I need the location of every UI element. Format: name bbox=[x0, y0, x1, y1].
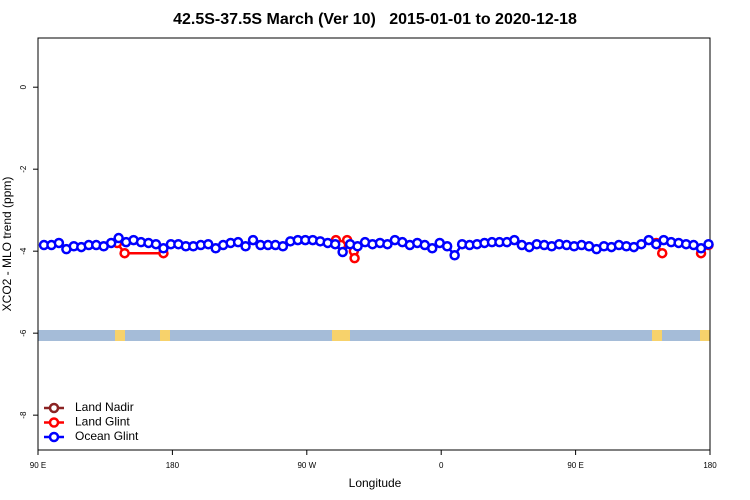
data-point bbox=[441, 241, 453, 252]
legend-label: Land Nadir bbox=[75, 400, 134, 414]
data-point bbox=[240, 241, 251, 252]
y-tick-label: -6 bbox=[19, 329, 28, 337]
y-axis-label: XCO2 - MLO trend (ppm) bbox=[0, 177, 14, 312]
data-point bbox=[643, 234, 655, 246]
land-mask bbox=[38, 330, 710, 341]
data-point bbox=[329, 238, 341, 250]
legend-label: Land Glint bbox=[75, 415, 130, 429]
data-point bbox=[449, 250, 460, 261]
data-point bbox=[636, 238, 647, 250]
data-point bbox=[232, 236, 244, 248]
data-point bbox=[695, 243, 707, 254]
x-tick-label: 0 bbox=[439, 461, 444, 470]
land-patch bbox=[652, 330, 662, 341]
data-point bbox=[352, 241, 363, 252]
data-point bbox=[202, 238, 214, 250]
data-point bbox=[277, 241, 289, 252]
x-tick-label: 180 bbox=[166, 461, 180, 470]
land-patch bbox=[700, 330, 710, 341]
legend-marker bbox=[48, 402, 60, 414]
land-patch bbox=[332, 330, 350, 341]
y-tick-label: -8 bbox=[19, 411, 28, 419]
data-point bbox=[150, 238, 162, 250]
data-point bbox=[426, 243, 438, 254]
data-point bbox=[337, 246, 348, 258]
x-tick-label: 180 bbox=[703, 461, 717, 470]
x-axis-label: Longitude bbox=[349, 476, 402, 490]
data-point bbox=[105, 237, 117, 249]
data-point bbox=[382, 238, 393, 250]
data-point bbox=[703, 238, 714, 250]
legend-marker bbox=[48, 417, 60, 428]
data-point bbox=[509, 234, 520, 246]
land-patch bbox=[115, 330, 125, 341]
x-tick-label: 90 E bbox=[567, 461, 583, 470]
legend-label: Ocean Glint bbox=[75, 429, 139, 443]
data-point bbox=[113, 232, 124, 244]
data-point bbox=[349, 252, 360, 264]
y-tick-label: -2 bbox=[19, 165, 28, 173]
chart-title: 42.5S-37.5S March (Ver 10) 2015-01-01 to… bbox=[173, 11, 577, 28]
y-tick-label: 0 bbox=[19, 84, 28, 89]
data-point bbox=[158, 243, 169, 254]
data-point bbox=[650, 238, 662, 250]
y-tick-label: -4 bbox=[19, 247, 28, 255]
data-point bbox=[119, 247, 130, 259]
legend-marker bbox=[48, 431, 60, 443]
land-patch bbox=[160, 330, 170, 341]
mask-band bbox=[38, 330, 710, 341]
x-tick-label: 90 E bbox=[30, 461, 46, 470]
data-point bbox=[656, 247, 668, 259]
data-point bbox=[53, 237, 65, 249]
data-point bbox=[247, 234, 259, 246]
x-tick-label: 90 W bbox=[297, 461, 316, 470]
